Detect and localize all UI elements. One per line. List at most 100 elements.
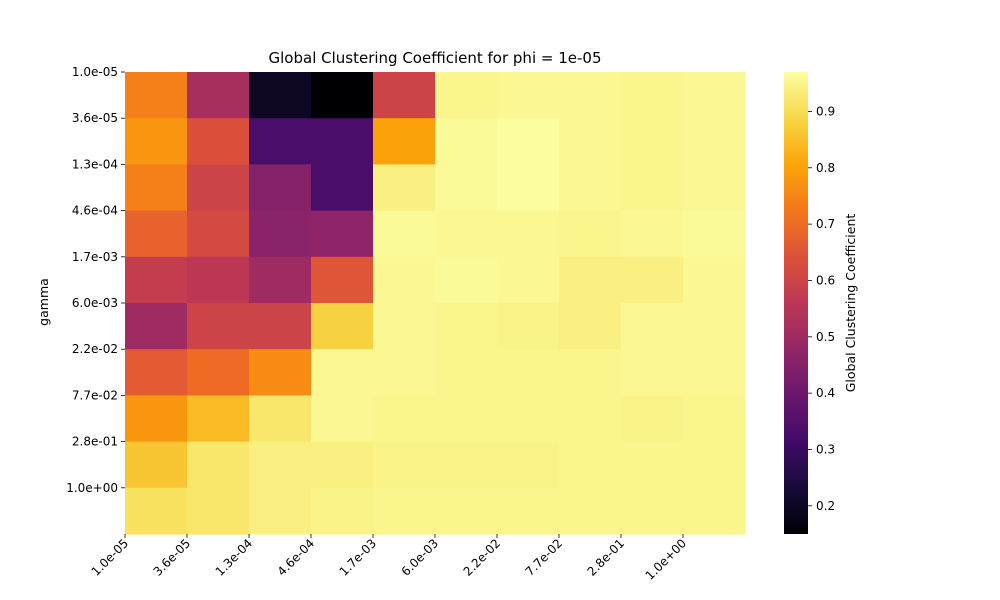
heatmap-cell: [683, 210, 746, 258]
heatmap-cell: [683, 441, 746, 489]
heatmap-cell: [187, 164, 250, 212]
heatmap-cell: [621, 164, 684, 212]
heatmap-cell: [435, 303, 498, 350]
heatmap-cell: [373, 441, 436, 489]
heatmap-cell: [311, 210, 374, 258]
x-tick-label: 1.7e-03: [337, 536, 379, 578]
heatmap-cell: [373, 303, 436, 350]
y-tick-label: 2.8e-01: [72, 435, 118, 449]
heatmap-cell: [497, 441, 560, 489]
heatmap-cell: [125, 395, 188, 443]
heatmap-cell: [187, 441, 250, 489]
heatmap-cell: [125, 72, 188, 119]
y-axis-ticks: 1.0e-05 3.6e-05 1.3e-04 4.6e-04 1.7e-03 6.0e-…: [66, 65, 125, 495]
heatmap-cell: [559, 118, 622, 165]
heatmap-cell: [249, 441, 312, 489]
x-tick-label: 2.8e-01: [585, 536, 627, 578]
heatmap-cell: [311, 72, 374, 119]
heatmap-cell: [497, 303, 560, 350]
y-tick-label: 1.7e-03: [72, 250, 118, 264]
heatmap-cell: [125, 487, 188, 535]
x-tick-label: 1.0e-05: [89, 536, 131, 578]
heatmap-cell: [497, 395, 560, 443]
heatmap-cell: [125, 164, 188, 212]
heatmap-cell: [621, 395, 684, 443]
heatmap-cell: [621, 487, 684, 535]
colorbar-label: Global Clustering Coefficient: [843, 214, 858, 393]
heatmap-cell: [683, 164, 746, 212]
heatmap-cell: [497, 118, 560, 165]
heatmap-cell: [435, 210, 498, 258]
heatmap-cell: [621, 72, 684, 119]
heatmap-cell: [497, 210, 560, 258]
colorbar-tick-label: 0.7: [816, 217, 835, 231]
heatmap-cell: [435, 441, 498, 489]
heatmap-cell: [497, 256, 560, 304]
heatmap-cell: [435, 349, 498, 396]
heatmap-cell: [373, 164, 436, 212]
heatmap-cell: [373, 349, 436, 396]
heatmap-cell: [435, 395, 498, 443]
y-tick-label: 1.0e+00: [66, 481, 118, 495]
heatmap-cell: [311, 256, 374, 304]
colorbar: [784, 72, 808, 534]
heatmap-cell: [311, 487, 374, 535]
heatmap-cell: [621, 118, 684, 165]
colorbar-tick-label: 0.5: [816, 330, 835, 344]
colorbar-tick-label: 0.2: [816, 499, 835, 513]
heatmap-cell: [373, 487, 436, 535]
heatmap-cell: [559, 349, 622, 396]
heatmap-cell: [249, 72, 312, 119]
heatmap-cell: [311, 164, 374, 212]
heatmap-cell: [559, 256, 622, 304]
heatmap-cell: [559, 441, 622, 489]
heatmap-cell: [187, 72, 250, 119]
heatmap-cell: [125, 210, 188, 258]
heatmap-cell: [435, 118, 498, 165]
colorbar-ticks: 0.2 0.3 0.4 0.5 0.6 0.7 0.8 0.9: [808, 104, 835, 513]
heatmap-cell: [125, 303, 188, 350]
heatmap-cell: [497, 72, 560, 119]
y-tick-label: 3.6e-05: [72, 111, 118, 125]
heatmap-cell: [373, 256, 436, 304]
y-tick-label: 7.7e-02: [72, 388, 118, 402]
heatmap-cell: [187, 256, 250, 304]
y-tick-label: 4.6e-04: [72, 204, 118, 218]
heatmap-cell: [497, 349, 560, 396]
heatmap-cells: [125, 72, 746, 535]
heatmap-cell: [125, 349, 188, 396]
colorbar-tick-label: 0.8: [816, 161, 835, 175]
heatmap-cell: [187, 395, 250, 443]
colorbar-tick-label: 0.6: [816, 273, 835, 287]
heatmap-cell: [435, 487, 498, 535]
heatmap-cell: [435, 164, 498, 212]
heatmap-cell: [559, 395, 622, 443]
heatmap-cell: [125, 441, 188, 489]
heatmap-cell: [683, 487, 746, 535]
heatmap-cell: [311, 441, 374, 489]
x-tick-label: 1.3e-04: [213, 536, 255, 578]
heatmap-cell: [497, 164, 560, 212]
heatmap-cell: [435, 256, 498, 304]
y-axis-label: gamma: [36, 278, 51, 326]
heatmap-cell: [187, 487, 250, 535]
x-tick-label: 7.7e-02: [523, 536, 565, 578]
heatmap-cell: [497, 487, 560, 535]
heatmap-cell: [373, 118, 436, 165]
heatmap-cell: [683, 72, 746, 119]
heatmap-cell: [187, 118, 250, 165]
heatmap-cell: [125, 256, 188, 304]
heatmap-cell: [249, 487, 312, 535]
x-tick-label: 6.0e-03: [399, 536, 441, 578]
heatmap-cell: [559, 303, 622, 350]
y-tick-label: 2.2e-02: [72, 342, 118, 356]
heatmap-cell: [683, 349, 746, 396]
heatmap-cell: [187, 210, 250, 258]
x-tick-label: 4.6e-04: [275, 536, 317, 578]
colorbar-tick-label: 0.4: [816, 386, 835, 400]
colorbar-tick-label: 0.9: [816, 104, 835, 118]
heatmap-cell: [187, 349, 250, 396]
heatmap-cell: [249, 395, 312, 443]
colorbar-tick-label: 0.3: [816, 442, 835, 456]
